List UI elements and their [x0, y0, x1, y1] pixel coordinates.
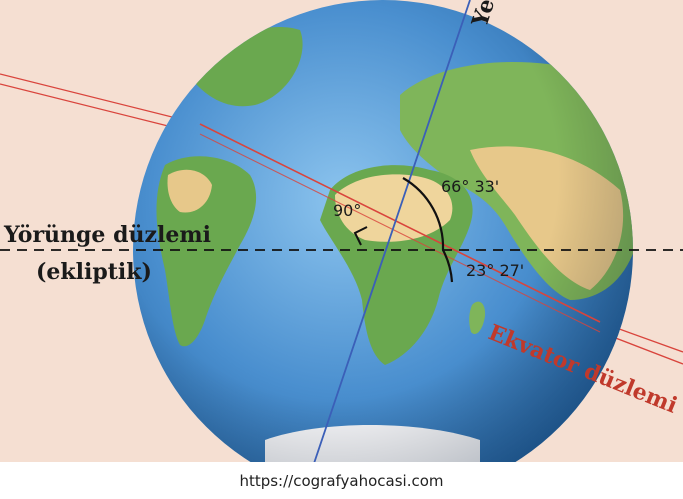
- tilt-angle-arc: [442, 249, 454, 283]
- orbital-plane-label: Yörünge düzlemi: [3, 222, 211, 248]
- source-url-footer: https://cografyahocasi.com: [0, 462, 683, 499]
- earth-axis-line: [301, 0, 471, 499]
- axis-angle-arc: [402, 177, 445, 251]
- equator-plane-line: [199, 123, 601, 333]
- right-angle-marker: [353, 226, 368, 246]
- globe: [133, 0, 633, 499]
- axis-angle-label: 66° 33': [441, 177, 499, 196]
- orbital-plane-sublabel: (ekliptik): [36, 259, 152, 285]
- tilt-angle-label: 23° 27': [466, 261, 524, 280]
- source-url[interactable]: https://cografyahocasi.com: [239, 471, 444, 490]
- right-angle-label: 90°: [333, 201, 361, 220]
